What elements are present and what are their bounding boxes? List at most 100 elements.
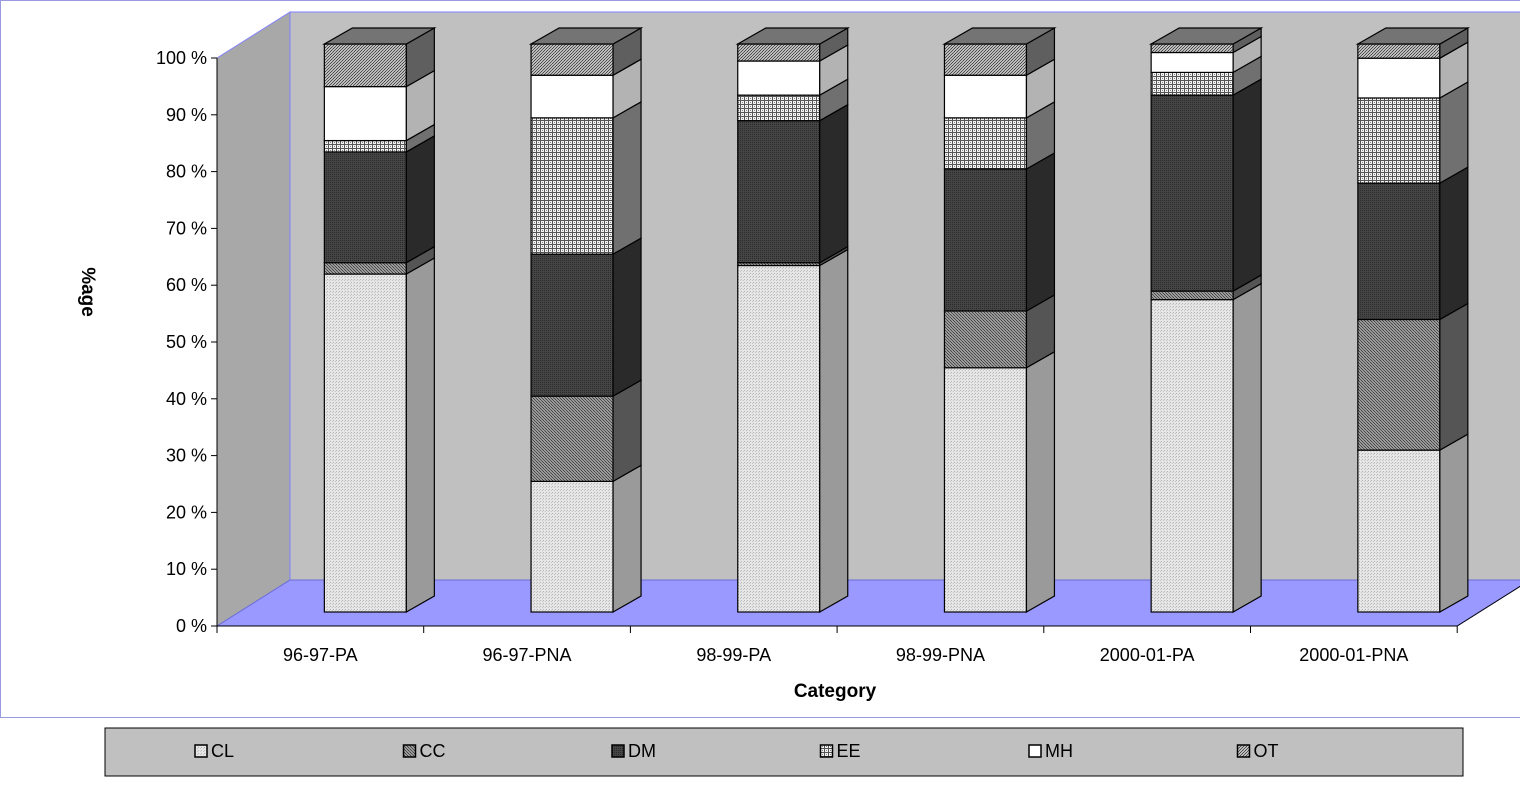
- bar-segment-DM-side: [612, 237, 642, 398]
- y-tick-label: 70 %: [166, 218, 207, 238]
- bar-segment-MH-front: [530, 74, 614, 119]
- bar-segment-OT-front: [530, 43, 614, 76]
- bar-top-face: [322, 27, 437, 45]
- bar-segment-OT-front: [943, 43, 1028, 76]
- y-axis-title: %age: [77, 267, 98, 317]
- legend-item-OT: OT: [1236, 741, 1279, 761]
- legend-swatch: [819, 744, 834, 758]
- bar-stack-98-99-PNA: [942, 26, 1057, 614]
- legend-label: DM: [628, 741, 656, 761]
- x-tick-label: 96-97-PA: [283, 645, 358, 665]
- bar-segment-OT-front: [1357, 43, 1441, 59]
- legend-item-CC: CC: [402, 741, 446, 761]
- bar-segment-CL-side: [405, 257, 435, 614]
- bar-segment-OT-front: [1150, 43, 1234, 54]
- bar-segment-MH-front: [1150, 51, 1234, 73]
- x-tick-label: 98-99-PNA: [896, 645, 985, 665]
- legend-label: CL: [211, 741, 234, 761]
- legend-label: MH: [1045, 741, 1073, 761]
- bar-segment-DM-front: [1357, 182, 1441, 321]
- bar-segment-DM-side: [1232, 78, 1262, 293]
- y-tick-label: 10 %: [166, 559, 207, 579]
- bar-segment-CL-front: [1357, 449, 1441, 613]
- bar-segment-CL-side: [1439, 433, 1469, 614]
- bar-segment-CL-side: [819, 248, 849, 614]
- y-tick-label: 40 %: [166, 389, 207, 409]
- bar-segment-CL-front: [737, 264, 821, 613]
- bar-segment-MH-front: [323, 85, 407, 142]
- y-tick-label: 80 %: [166, 162, 207, 182]
- y-tick-label: 50 %: [166, 332, 207, 352]
- bar-segment-CC-front: [1357, 318, 1441, 451]
- bar-segment-DM-side: [1025, 151, 1056, 312]
- x-tick-label: 96-97-PNA: [483, 645, 572, 665]
- bar-segment-MH-front: [1357, 57, 1441, 99]
- bar-segment-MH-front: [737, 60, 821, 96]
- bar-segment-EE-front: [323, 139, 407, 153]
- bar-top-face: [1148, 27, 1264, 45]
- bar-segment-EE-side: [1439, 80, 1469, 185]
- bar-stack-96-97-PNA: [528, 26, 644, 614]
- y-tick-label: 100 %: [156, 48, 207, 68]
- bar-segment-CC-front: [323, 262, 407, 275]
- legend-item-DM: DM: [611, 741, 656, 761]
- bar-segment-CL-side: [612, 464, 642, 614]
- legend: CL CC DM EE MH OT: [104, 727, 1464, 777]
- legend-swatch: [1028, 744, 1042, 758]
- value-axis: 0 % 10 % 20 % 30 % 40 % 50 % 60 % 70 % 80 % 90 % 1…: [156, 48, 218, 636]
- x-tick-label: 2000-01-PNA: [1299, 645, 1408, 665]
- legend-item-MH: MH: [1028, 741, 1073, 761]
- bar-top-face: [735, 27, 851, 45]
- legend-swatch: [1236, 744, 1251, 758]
- bar-segment-DM-front: [943, 168, 1028, 312]
- bar-segment-CC-side: [612, 379, 642, 483]
- bar-segment-DM-front: [1150, 94, 1234, 292]
- bar-segment-DM-front: [323, 151, 407, 264]
- y-tick-label: 90 %: [166, 105, 207, 125]
- bar-segment-EE-front: [1357, 97, 1441, 184]
- legend-swatch: [402, 744, 417, 758]
- legend-label: EE: [837, 741, 861, 761]
- bar-segment-EE-front: [737, 94, 821, 122]
- bar-segment-CC-front: [1150, 290, 1234, 301]
- bar-segment-EE-front: [530, 117, 614, 255]
- back-wall: [289, 11, 1520, 581]
- legend-swatch: [611, 744, 625, 758]
- bar-segment-CL-front: [530, 480, 614, 613]
- bar-top-face: [942, 27, 1057, 45]
- legend-item-CL: CL: [194, 741, 234, 761]
- bar-segment-DM-front: [530, 253, 614, 397]
- bar-segment-OT-front: [737, 43, 821, 62]
- legend-item-EE: EE: [819, 741, 861, 761]
- bar-stack-96-97-PA: [322, 26, 437, 614]
- bar-segment-DM-side: [405, 134, 435, 264]
- bar-segment-CL-side: [1025, 350, 1056, 614]
- x-tick-label: 2000-01-PA: [1100, 645, 1195, 665]
- x-axis-title: Category: [794, 681, 877, 702]
- bar-segment-DM-side: [1439, 166, 1469, 321]
- y-tick-label: 20 %: [166, 502, 207, 522]
- side-wall: [216, 11, 291, 627]
- x-tick-label: 98-99-PA: [696, 645, 771, 665]
- bar-top-face: [1355, 27, 1471, 45]
- bar-segment-CL-front: [943, 367, 1028, 613]
- bar-segment-DM-side: [819, 103, 849, 264]
- bar-segment-EE-side: [612, 100, 642, 256]
- bar-segment-OT-front: [323, 43, 407, 88]
- legend-box: [104, 727, 1464, 777]
- bar-segment-EE-front: [1150, 71, 1234, 96]
- legend-swatch: [194, 744, 208, 758]
- bar-segment-CL-front: [1150, 299, 1234, 613]
- legend-label: OT: [1254, 741, 1279, 761]
- bar-group: [322, 26, 1471, 614]
- bar-segment-CC-side: [1439, 302, 1469, 452]
- bar-segment-MH-front: [943, 74, 1028, 119]
- y-tick-label: 30 %: [166, 446, 207, 466]
- y-tick-label: 60 %: [166, 275, 207, 295]
- bar-segment-CC-front: [530, 395, 614, 482]
- bar-top-face: [528, 27, 644, 45]
- bar-stack-2000-01-PNA: [1355, 26, 1471, 614]
- category-axis: 96-97-PA 96-97-PNA 98-99-PA 98-99-PNA 2000-0…: [216, 585, 1520, 665]
- bar-stack-2000-01-PA: [1148, 26, 1264, 614]
